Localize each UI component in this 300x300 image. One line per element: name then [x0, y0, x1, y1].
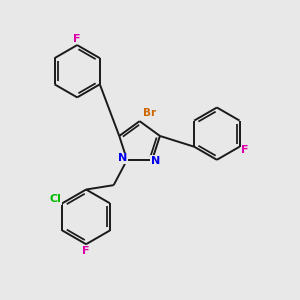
- Text: F: F: [74, 34, 81, 44]
- Text: F: F: [242, 145, 249, 155]
- Text: Cl: Cl: [49, 194, 61, 204]
- Text: N: N: [151, 156, 160, 167]
- Text: Br: Br: [143, 108, 157, 118]
- Text: N: N: [118, 153, 127, 164]
- Text: F: F: [82, 246, 90, 256]
